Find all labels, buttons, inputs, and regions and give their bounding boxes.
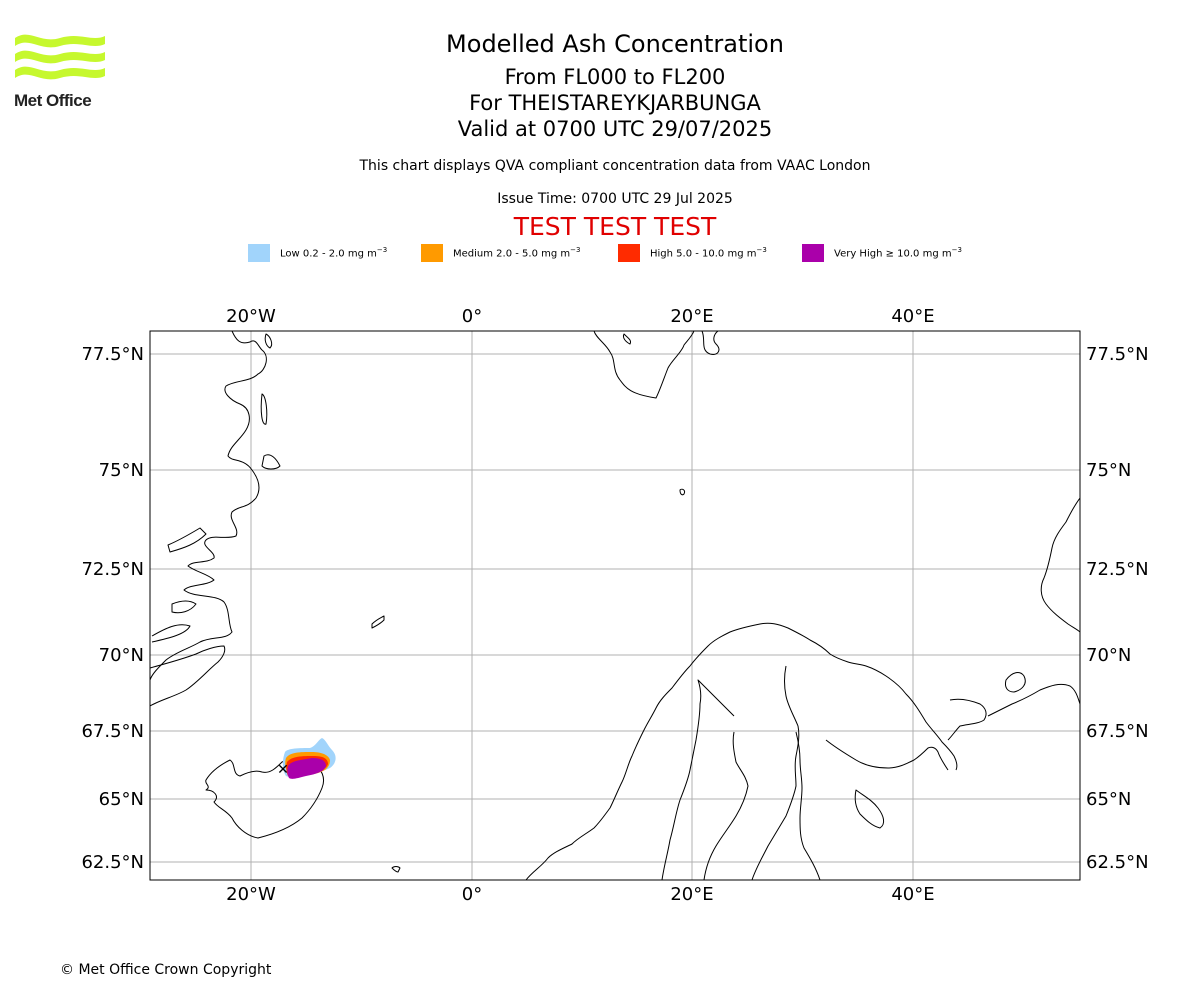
lat-label-67-5n-left: 67.5°N — [81, 721, 144, 742]
legend-label-low: Low 0.2 - 2.0 mg m−3 — [280, 246, 388, 260]
legend-item-high: High 5.0 - 10.0 mg m−3 — [618, 244, 767, 262]
lat-label-72-5n-right: 72.5°N — [1086, 559, 1149, 580]
svalbard-small-island — [623, 333, 631, 345]
ash-very-high — [287, 758, 326, 779]
map-frame — [149, 330, 1081, 881]
chart-subtitle: From FL000 to FL200 For THEISTAREYKJARBU… — [0, 64, 1200, 142]
kola-white-sea-coast — [825, 739, 949, 771]
white-sea-south-coast — [854, 789, 885, 829]
lat-label-77-5n-right: 77.5°N — [1086, 344, 1149, 365]
iceland-coast — [205, 759, 325, 839]
lon-label-20e-top: 20°E — [670, 306, 713, 327]
lat-label-67-5n-right: 67.5°N — [1086, 721, 1149, 742]
chart-description: This chart displays QVA compliant concen… — [359, 158, 871, 174]
lat-label-70n-right: 70°N — [1086, 645, 1131, 666]
legend-swatch-low — [248, 244, 270, 262]
legend-item-very-high: Very High ≥ 10.0 mg m−3 — [802, 244, 962, 262]
graticule — [150, 331, 1080, 880]
russian-arctic-coast — [987, 683, 1080, 717]
jan-mayen — [371, 615, 385, 629]
lon-label-0-bottom: 0° — [462, 884, 482, 905]
norway-sweden-border — [661, 679, 735, 880]
gulf-of-bothnia-east — [751, 665, 800, 880]
legend-label-medium: Medium 2.0 - 5.0 mg m−3 — [453, 246, 581, 260]
lon-label-20w-top: 20°W — [226, 306, 276, 327]
issue-time: Issue Time: 0700 UTC 29 Jul 2025 — [497, 191, 733, 207]
met-office-logo: Met Office — [14, 30, 110, 112]
lat-label-62-5n-right: 62.5°N — [1086, 852, 1149, 873]
norway-coast — [525, 622, 958, 880]
greenland-coast — [150, 331, 267, 681]
lat-label-62-5n-left: 62.5°N — [81, 852, 144, 873]
subtitle-valid-time: Valid at 0700 UTC 29/07/2025 — [457, 117, 773, 141]
gulf-of-bothnia-west — [703, 731, 749, 880]
finland-russia-border — [795, 731, 821, 880]
logo-text: Met Office — [14, 91, 92, 110]
subtitle-flight-levels: From FL000 to FL200 — [504, 65, 726, 89]
legend-item-medium: Medium 2.0 - 5.0 mg m−3 — [421, 244, 580, 262]
ash-plume — [282, 738, 336, 779]
chart-title: Modelled Ash Concentration — [446, 30, 784, 58]
greenland-fjord-1 — [167, 527, 207, 553]
subtitle-volcano: For THEISTAREYKJARBUNGA — [469, 91, 761, 115]
greenland-island-2 — [261, 454, 281, 470]
greenland-island-3 — [264, 333, 273, 349]
lon-label-40e-top: 40°E — [891, 306, 934, 327]
met-office-waves-icon — [15, 34, 105, 80]
svalbard — [593, 331, 695, 399]
bear-island — [679, 488, 685, 496]
kanin-peninsula — [947, 698, 987, 741]
legend-swatch-very-high — [802, 244, 824, 262]
greenland-island-1 — [260, 393, 268, 425]
legend-swatch-medium — [421, 244, 443, 262]
right-latitude-labels: 77.5°N 75°N 72.5°N 70°N 67.5°N 65°N 62.5… — [1086, 344, 1149, 873]
left-latitude-labels: 77.5°N 75°N 72.5°N 70°N 67.5°N 65°N 62.5… — [81, 344, 144, 873]
coastlines — [150, 331, 1080, 880]
greenland-fjord-3 — [151, 624, 191, 643]
legend-swatch-high — [618, 244, 640, 262]
lon-label-20e-bottom: 20°E — [670, 884, 713, 905]
greenland-fjord-2 — [171, 600, 197, 614]
lat-label-72-5n-left: 72.5°N — [81, 559, 144, 580]
lat-label-70n-left: 70°N — [99, 645, 144, 666]
volcano-marker-icon: ✕ — [277, 762, 289, 778]
novaya-zemlya — [1040, 497, 1080, 633]
svalbard-nordaustlandet — [701, 331, 720, 355]
bottom-longitude-labels: 20°W 0° 20°E 40°E — [226, 884, 934, 905]
lat-label-75n-right: 75°N — [1086, 460, 1131, 481]
lat-label-65n-right: 65°N — [1086, 789, 1131, 810]
lat-label-65n-left: 65°N — [99, 789, 144, 810]
lat-label-75n-left: 75°N — [99, 460, 144, 481]
legend-item-low: Low 0.2 - 2.0 mg m−3 — [248, 244, 387, 262]
kolguyev-island — [1005, 672, 1026, 693]
test-banner: TEST TEST TEST — [513, 212, 717, 241]
legend-label-very-high: Very High ≥ 10.0 mg m−3 — [834, 246, 962, 260]
top-longitude-labels: 20°W 0° 20°E 40°E — [226, 306, 934, 327]
greenland-south-coast — [150, 645, 226, 707]
lon-label-40e-bottom: 40°E — [891, 884, 934, 905]
lon-label-20w-bottom: 20°W — [226, 884, 276, 905]
copyright-notice: © Met Office Crown Copyright — [60, 962, 272, 978]
legend-label-high: High 5.0 - 10.0 mg m−3 — [650, 246, 767, 260]
lat-label-77-5n-left: 77.5°N — [81, 344, 144, 365]
faroe-islands — [391, 866, 401, 873]
lon-label-0-top: 0° — [462, 306, 482, 327]
